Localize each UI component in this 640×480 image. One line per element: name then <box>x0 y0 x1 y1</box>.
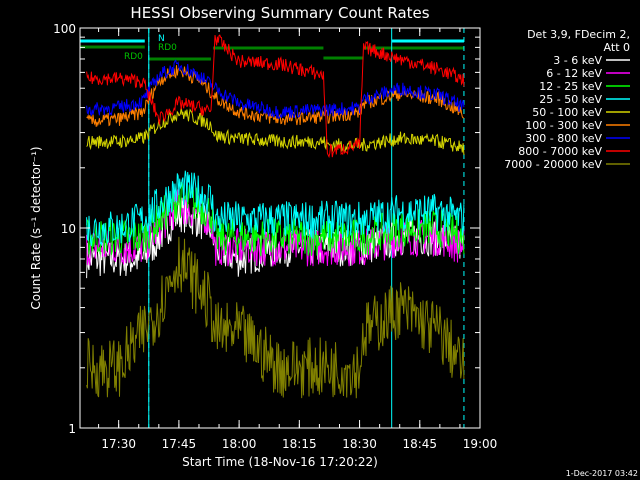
legend-entry: 7000 - 20000 keV <box>504 158 602 171</box>
y-tick-label: 100 <box>53 22 76 36</box>
series-line <box>86 181 465 257</box>
x-tick-label: 17:45 <box>162 437 197 451</box>
state-label: N <box>158 34 165 44</box>
legend-header: Att 0 <box>604 41 630 54</box>
legend-entry: 25 - 50 keV <box>539 93 602 106</box>
x-tick-label: 17:30 <box>101 437 136 451</box>
legend-header: Det 3,9, FDecim 2, <box>527 28 630 41</box>
series-line <box>86 59 465 120</box>
series-line <box>86 34 465 159</box>
series-line <box>86 236 465 399</box>
legend-entry: 800 - 7000 keV <box>518 145 602 158</box>
series-line <box>86 189 465 267</box>
state-label: RD0 <box>124 52 143 62</box>
series-line <box>86 106 465 155</box>
legend-entry: 100 - 300 keV <box>525 119 602 132</box>
legend-entry: 12 - 25 keV <box>539 80 602 93</box>
state-label: RD0 <box>158 43 177 53</box>
y-tick-label: 1 <box>68 422 76 436</box>
x-tick-label: 18:15 <box>282 437 317 451</box>
legend-entry: 6 - 12 keV <box>546 67 602 80</box>
legend-entry: 50 - 100 keV <box>532 106 602 119</box>
legend-entry: 300 - 800 keV <box>525 132 602 145</box>
x-tick-label: 18:30 <box>342 437 377 451</box>
x-axis-label: Start Time (18-Nov-16 17:20:22) <box>182 455 378 469</box>
series-line <box>86 170 465 247</box>
timestamp: 1-Dec-2017 03:42 <box>565 469 638 478</box>
x-tick-label: 18:45 <box>402 437 437 451</box>
y-axis-label: Count Rate (s⁻¹ detector⁻¹) <box>29 146 43 309</box>
x-tick-label: 18:00 <box>222 437 257 451</box>
y-tick-label: 10 <box>61 222 76 236</box>
chart-title: HESSI Observing Summary Count Rates <box>130 4 429 22</box>
x-tick-label: 19:00 <box>463 437 498 451</box>
legend-entry: 3 - 6 keV <box>553 54 602 67</box>
